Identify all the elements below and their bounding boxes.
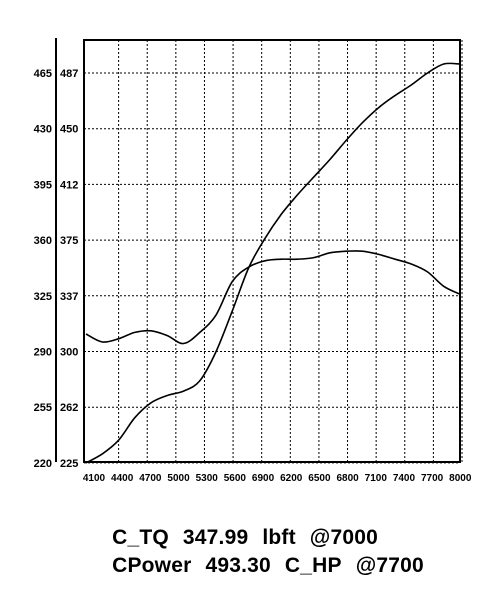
x-tick-label: 6800 — [336, 473, 359, 484]
y-tick-inner: 450 — [60, 124, 78, 136]
power-curve — [85, 62, 461, 464]
x-tick-label: 5000 — [167, 473, 190, 484]
torque-label: C_TQ — [112, 526, 169, 549]
chart-frame — [55, 38, 461, 463]
torque-rpm: @7000 — [309, 526, 378, 549]
y-tick-inner: 487 — [60, 68, 78, 80]
y-tick-outer: 255 — [34, 402, 52, 414]
chart-series — [85, 62, 461, 464]
y-tick-outer: 395 — [34, 179, 52, 191]
torque-unit: lbft — [262, 526, 296, 549]
y-tick-outer: 360 — [34, 235, 52, 247]
dyno-chart: 220 255 290 325 360 395 430 465 225 262 300 337 375… — [34, 38, 472, 484]
y-tick-inner: 375 — [60, 235, 78, 247]
power-value: 493.30 — [205, 554, 271, 577]
y-axis-outer-ticks: 220 255 290 325 360 395 430 465 — [34, 68, 52, 470]
y-tick-inner: 337 — [60, 291, 78, 303]
y-tick-outer: 290 — [34, 347, 52, 359]
x-tick-label: 4100 — [83, 473, 106, 484]
x-tick-label: 6900 — [252, 473, 275, 484]
x-tick-label: 5300 — [196, 473, 219, 484]
chart-grid — [84, 40, 463, 464]
y-tick-outer: 325 — [34, 291, 52, 303]
x-tick-label: 7400 — [393, 473, 416, 484]
torque-readout: C_TQ 347.99 lbft @7000 — [100, 502, 392, 550]
y-axis-inner-ticks: 225 262 300 337 375 412 450 487 — [60, 68, 78, 470]
x-tick-label: 6200 — [280, 473, 303, 484]
x-axis-ticks: 4100 4400 4700 5000 5300 5600 6900 6200 6500 6800… — [83, 473, 472, 484]
power-unit: C_HP — [284, 554, 342, 577]
y-tick-outer: 220 — [34, 458, 52, 470]
power-rpm: @7700 — [355, 554, 424, 577]
x-tick-label: 4700 — [139, 473, 162, 484]
y-tick-inner: 262 — [60, 402, 78, 414]
x-tick-label: 5600 — [224, 473, 247, 484]
plot-border — [83, 39, 461, 463]
y-tick-inner: 412 — [60, 179, 78, 191]
x-tick-label: 7100 — [365, 473, 388, 484]
torque-curve — [85, 250, 461, 345]
y-tick-inner: 300 — [60, 347, 78, 359]
y-tick-outer: 430 — [34, 124, 52, 136]
x-tick-label: 7700 — [421, 473, 444, 484]
power-readout: CPower 493.30 C_HP @7700 — [100, 530, 438, 578]
y-tick-outer: 465 — [34, 68, 52, 80]
torque-value: 347.99 — [182, 526, 249, 549]
x-tick-label: 8000 — [449, 473, 472, 484]
y-tick-inner: 225 — [60, 458, 78, 470]
x-tick-label: 6500 — [308, 473, 331, 484]
power-label: CPower — [112, 554, 192, 577]
x-tick-label: 4400 — [111, 473, 134, 484]
